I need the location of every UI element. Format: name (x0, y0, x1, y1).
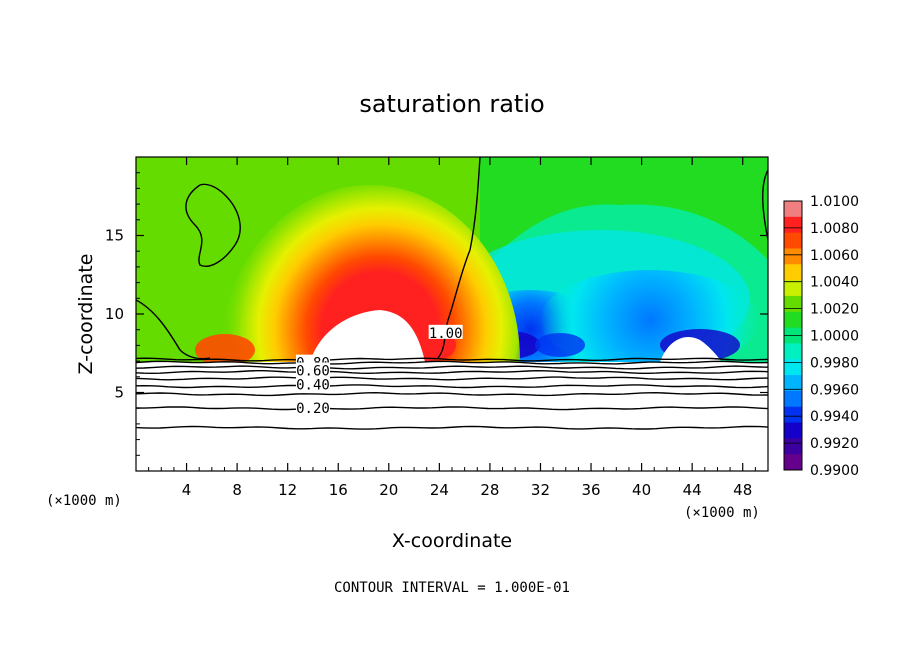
colorbar-label: 1.0020 (810, 302, 859, 318)
contour-label: 0.20 (296, 401, 330, 417)
colorbar-swatch (784, 406, 802, 424)
flat-contour (136, 406, 768, 411)
colorbar-label: 1.0060 (810, 248, 859, 264)
x-tick-label: 48 (733, 481, 752, 499)
flat-contour (136, 376, 768, 381)
colorbar-swatch (784, 264, 802, 281)
x-tick-label: 44 (683, 481, 702, 499)
contour-1-right (762, 169, 768, 241)
x-tick-label: 8 (232, 481, 242, 499)
x-axis: 4 8 12 16 20 24 28 32 36 40 44 48 (148, 157, 756, 499)
contour-lines (136, 157, 768, 430)
colorbar-label: 1.0000 (810, 329, 859, 345)
flat-contour (136, 360, 768, 365)
colorbar-swatch (784, 343, 802, 360)
x-tick-label: 36 (581, 481, 600, 499)
flat-contour (136, 384, 768, 389)
contour-interval-note: CONTOUR INTERVAL = 1.000E-01 (334, 580, 570, 596)
colorbar-label: 1.0100 (810, 194, 859, 210)
flat-contour-group (136, 357, 768, 430)
y-tick-label: 5 (114, 384, 124, 402)
colorbar-label: 1.0080 (810, 221, 859, 237)
x-tick-label: 20 (379, 481, 398, 499)
colorbar-swatch (784, 232, 802, 249)
colorbar-swatch (784, 216, 802, 234)
arch-core (310, 310, 425, 362)
flat-contour (136, 357, 768, 362)
contour-label-bg (295, 376, 330, 391)
x-tick-label: 12 (278, 481, 297, 499)
contour-label-bg (295, 400, 330, 415)
colorbar-swatch (784, 248, 802, 265)
x-tick-label: 24 (430, 481, 449, 499)
colorbar-swatch (784, 201, 802, 218)
flat-contour (136, 425, 768, 430)
colorbar-label: 0.9940 (810, 409, 859, 425)
contour-label-bg (428, 324, 463, 339)
colorbar-swatch (784, 359, 802, 376)
contour-label: 0.40 (296, 378, 330, 394)
x-tick-label: 16 (329, 481, 348, 499)
contour-label-bg (295, 362, 330, 377)
colorbar-label: 0.9900 (810, 463, 859, 479)
x-tick-label: 4 (182, 481, 192, 499)
y-tick-label: 15 (105, 227, 124, 245)
colorbar-swatch (784, 438, 802, 455)
colorbar-label: 0.9920 (810, 436, 859, 452)
x-unit-left: (×1000 m) (46, 493, 122, 509)
contour-1-far-left (136, 299, 211, 360)
colorbar-swatch (784, 422, 802, 439)
contour-labels: 0.800.600.400.201.00 (295, 324, 463, 417)
x-tick-label: 28 (480, 481, 499, 499)
contour-label: 0.60 (296, 364, 330, 380)
contour-1-closed (185, 183, 241, 267)
x-tick-label: 32 (531, 481, 550, 499)
x-axis-label: X-coordinate (392, 530, 512, 552)
colorbar-label: 0.9960 (810, 382, 859, 398)
colorbar-swatch (784, 295, 802, 313)
flat-contour (136, 365, 768, 370)
colorbar-swatch (784, 375, 802, 392)
x-tick-label: 40 (632, 481, 651, 499)
colorbar: 1.0100 1.0080 1.0060 1.0040 1.0020 1.0000 0.99… (783, 194, 859, 479)
colorbar-swatch (784, 280, 802, 297)
colorbar-label: 1.0040 (810, 275, 859, 291)
y-axis-label: Z-coordinate (75, 254, 97, 375)
heatmap-field (136, 157, 768, 471)
y-axis: 5 10 15 (105, 172, 768, 456)
flat-contour (136, 391, 768, 397)
y-tick-label: 10 (105, 305, 124, 323)
contour-label: 1.00 (429, 326, 463, 342)
colorbar-swatch (784, 454, 802, 471)
colorbar-swatch (784, 390, 802, 408)
flat-contour (136, 369, 768, 375)
colorbar-swatch (784, 311, 802, 329)
x-unit-right: (×1000 m) (684, 505, 760, 521)
chart-title: saturation ratio (359, 90, 544, 118)
colorbar-label: 0.9980 (810, 355, 859, 371)
